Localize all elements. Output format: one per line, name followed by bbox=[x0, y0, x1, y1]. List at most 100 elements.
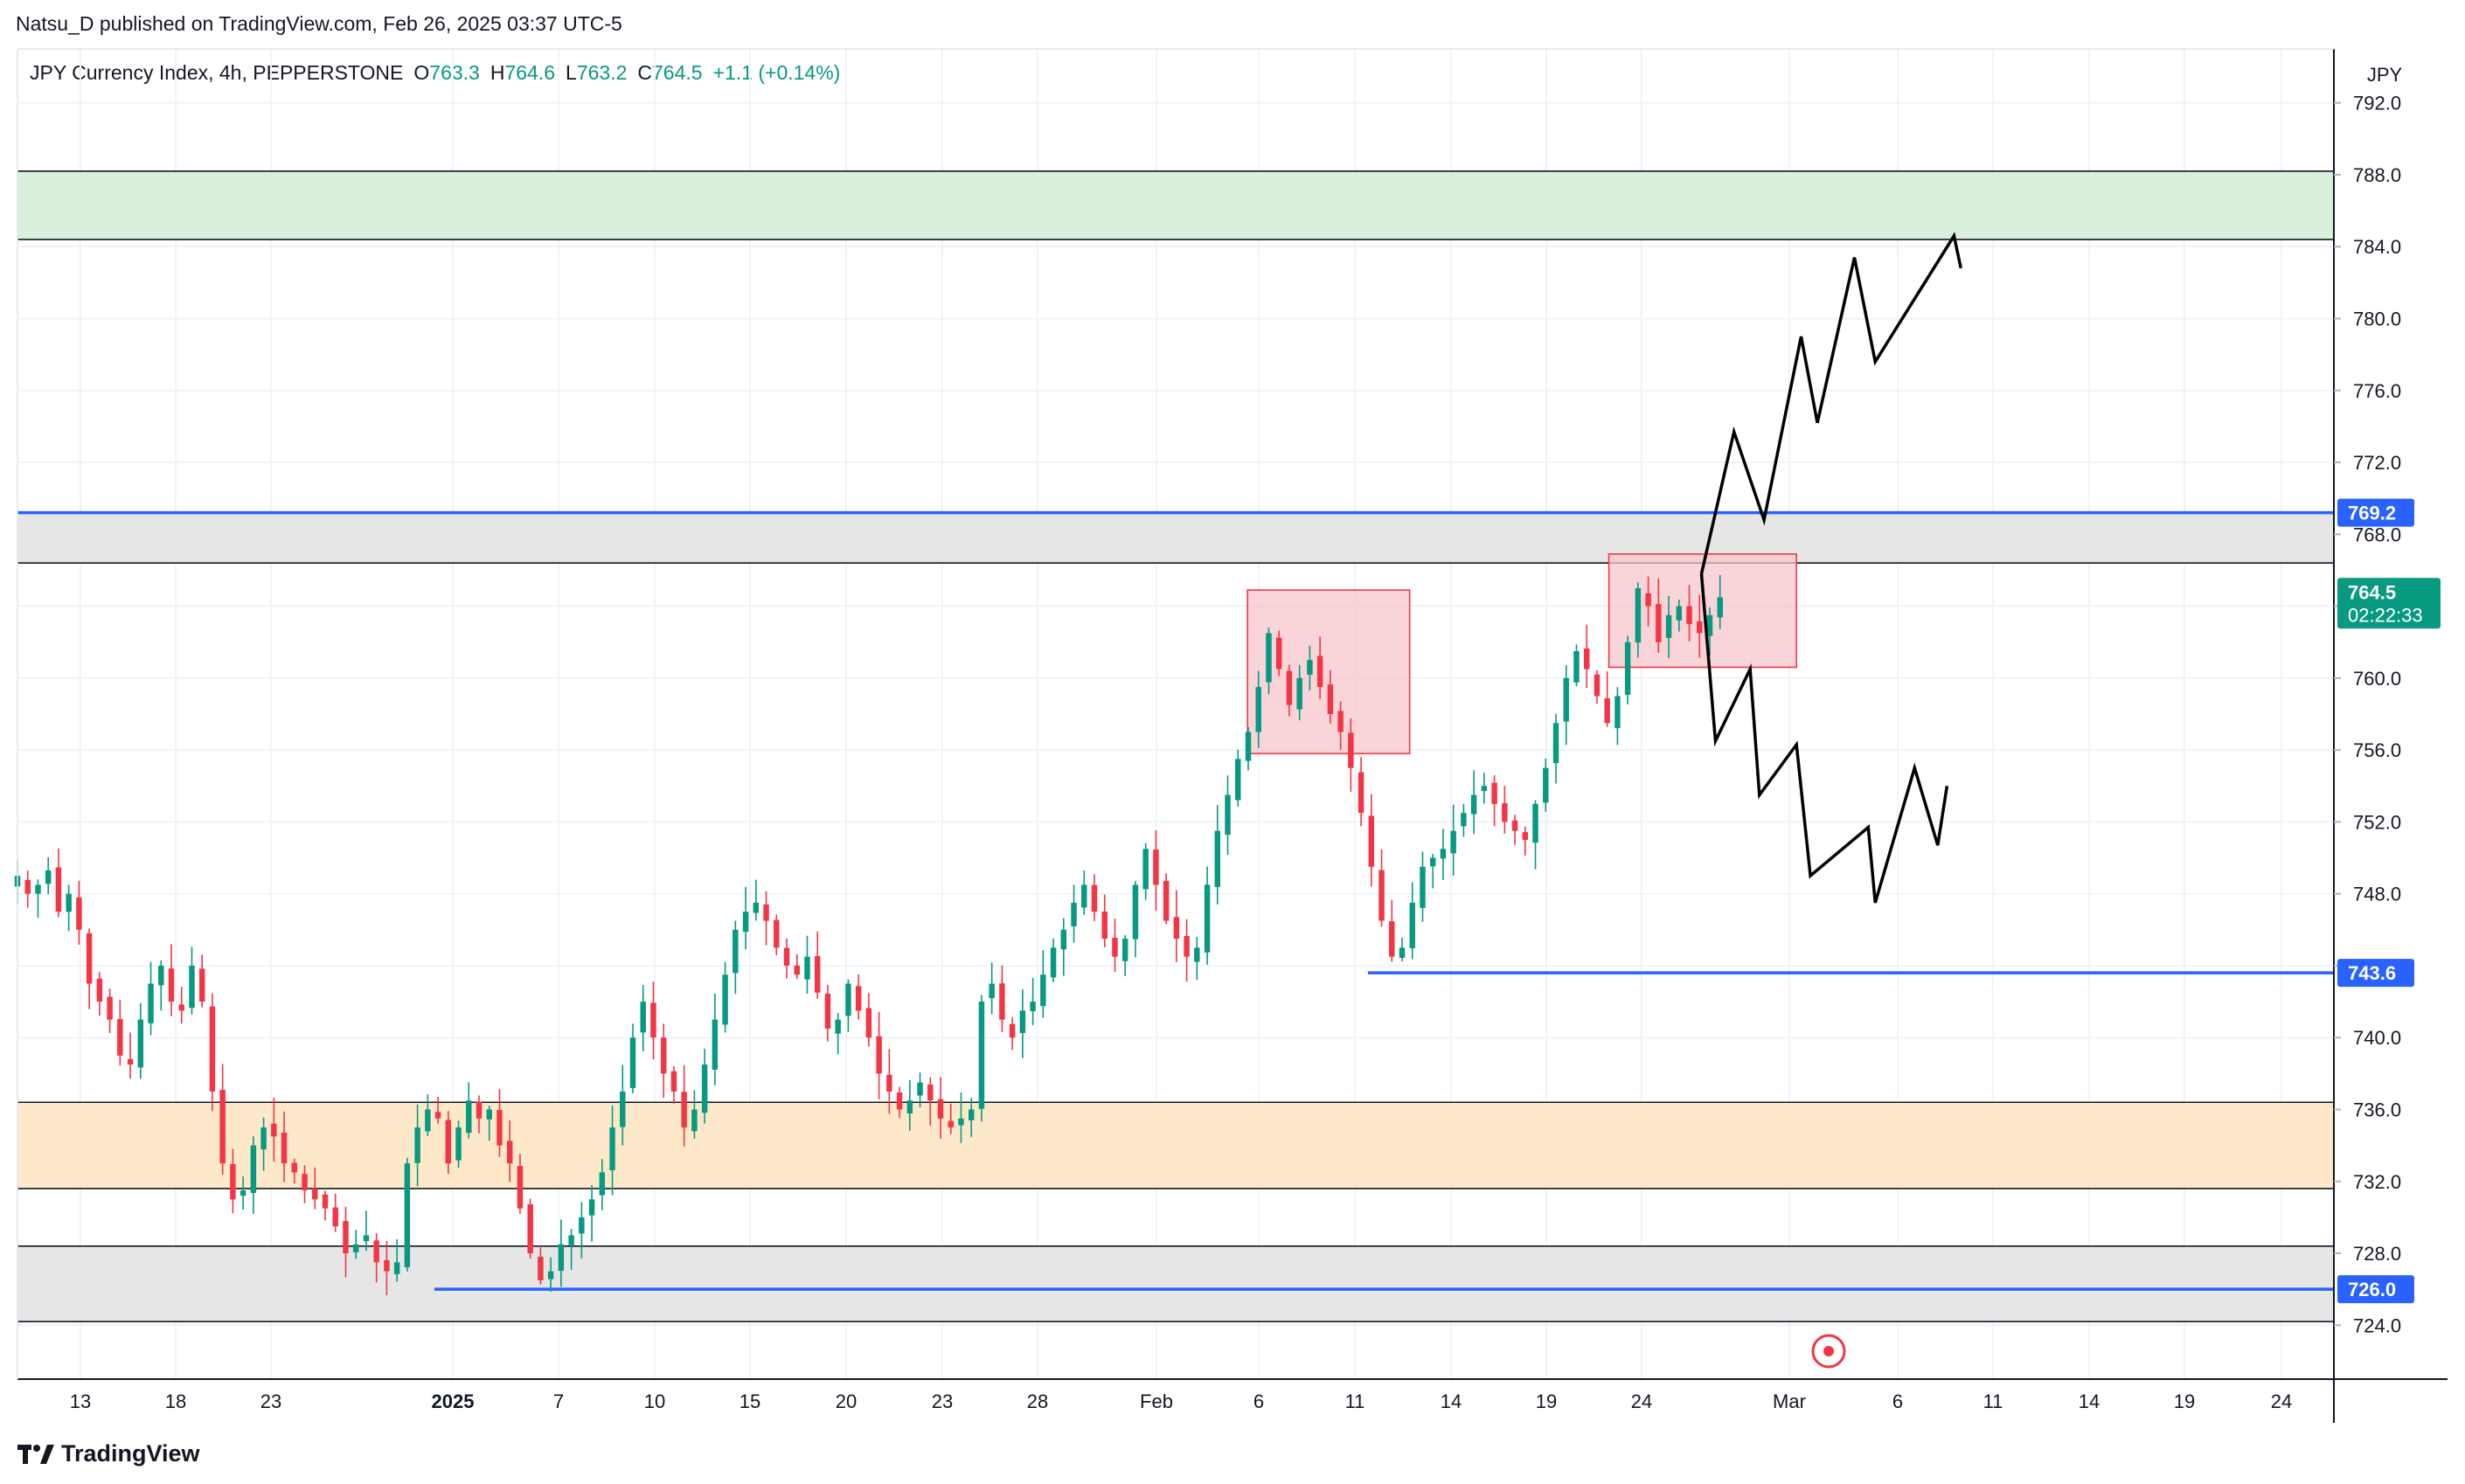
candle-body bbox=[1060, 929, 1067, 950]
candle-body bbox=[393, 1262, 400, 1274]
candle-body bbox=[753, 902, 760, 913]
candle-body bbox=[835, 1019, 841, 1034]
candle-body bbox=[1132, 884, 1139, 940]
candle-body bbox=[1009, 1023, 1016, 1038]
candle-body bbox=[1101, 911, 1108, 940]
candle-body bbox=[774, 919, 780, 948]
candle-body bbox=[568, 1235, 574, 1245]
candle-body bbox=[896, 1092, 903, 1110]
candle-body bbox=[1214, 830, 1221, 887]
candle-body bbox=[876, 1036, 882, 1074]
price-tick-label: 760.0 bbox=[2353, 668, 2401, 690]
candle-body bbox=[332, 1207, 338, 1227]
support-mid-label-value: 743.6 bbox=[2348, 962, 2396, 984]
time-tick-label: 18 bbox=[165, 1390, 186, 1412]
candle-body bbox=[55, 867, 62, 912]
candle-body bbox=[1255, 687, 1261, 732]
candle-body bbox=[1071, 902, 1077, 926]
time-tick-label: 19 bbox=[2174, 1390, 2195, 1412]
time-tick-label: 19 bbox=[1536, 1390, 1557, 1412]
candle-body bbox=[794, 965, 800, 975]
event-marker-dot bbox=[1823, 1346, 1834, 1356]
candle-body bbox=[1665, 614, 1672, 639]
candle-body bbox=[496, 1110, 503, 1146]
candle-body bbox=[1357, 772, 1364, 814]
candle-body bbox=[445, 1120, 452, 1164]
candle-body bbox=[1091, 884, 1098, 912]
candle-body bbox=[1142, 849, 1149, 890]
projection-paths bbox=[1699, 232, 1963, 904]
highlight-box bbox=[1246, 589, 1411, 755]
time-tick-label: 7 bbox=[553, 1390, 564, 1412]
candle-body bbox=[989, 983, 995, 999]
price-tick-label: 776.0 bbox=[2353, 380, 2401, 402]
candle-body bbox=[198, 968, 205, 1002]
tradingview-logo[interactable]: TradingView bbox=[17, 1440, 200, 1467]
symbol-name[interactable]: JPY Currency Index, 4h, PEPPERSTONE bbox=[30, 61, 404, 84]
zone-band bbox=[17, 1245, 2334, 1322]
time-tick-label: 28 bbox=[1027, 1390, 1048, 1412]
candle-body bbox=[1429, 857, 1436, 867]
close-label: C bbox=[637, 61, 653, 84]
candle-body bbox=[168, 968, 175, 1002]
time-tick-label: 23 bbox=[932, 1390, 953, 1412]
support-mid-label-bg bbox=[2337, 959, 2414, 988]
candle-body bbox=[1316, 655, 1323, 688]
candle-body bbox=[1050, 947, 1057, 978]
candle-body bbox=[579, 1217, 585, 1234]
candle-body bbox=[76, 897, 82, 930]
candle-body bbox=[1624, 641, 1631, 696]
candle-body bbox=[1583, 648, 1590, 669]
candle-body bbox=[240, 1190, 246, 1196]
price-tick-label: 740.0 bbox=[2353, 1027, 2401, 1049]
candle-body bbox=[476, 1101, 483, 1119]
candle-body bbox=[24, 879, 31, 894]
candle-body bbox=[189, 965, 195, 1009]
candle-body bbox=[1717, 597, 1723, 618]
projection-path bbox=[1699, 232, 1963, 574]
candle-body bbox=[506, 1141, 513, 1164]
candle-body bbox=[1286, 670, 1293, 705]
time-axis[interactable]: 13 18 23 2025 7 10 15 20 23 28 Feb 6 11 14 19 24 Mar 6 11 1… bbox=[70, 1390, 2292, 1412]
candle-body bbox=[1204, 884, 1211, 953]
candle-body bbox=[1245, 732, 1252, 761]
price-axis[interactable]: 724.0728.0732.0736.0740.0744.0748.0752.0… bbox=[2334, 93, 2401, 1337]
event-marker[interactable] bbox=[1811, 1334, 1846, 1369]
candle-body bbox=[414, 1127, 420, 1163]
time-tick-label: 23 bbox=[260, 1390, 281, 1412]
close-value: 764.5 bbox=[652, 61, 703, 84]
time-tick-label: Feb bbox=[1140, 1390, 1173, 1412]
candle-body bbox=[1194, 947, 1200, 962]
candle-body bbox=[1275, 637, 1282, 669]
price-tick-label: 724.0 bbox=[2353, 1314, 2401, 1336]
time-tick-label: 6 bbox=[1253, 1390, 1264, 1412]
candle-body bbox=[1019, 1010, 1026, 1034]
candle-body bbox=[558, 1244, 565, 1272]
price-tick-label: 784.0 bbox=[2353, 236, 2401, 258]
projection-path bbox=[1699, 573, 1949, 904]
current-price-label-bg bbox=[2337, 578, 2441, 629]
price-tick-label: 792.0 bbox=[2353, 93, 2401, 114]
candle-body bbox=[281, 1132, 288, 1164]
candle-body bbox=[1573, 651, 1580, 683]
candlesticks bbox=[14, 574, 1723, 1295]
candle-body bbox=[1676, 606, 1683, 621]
time-tick-label: 14 bbox=[2079, 1390, 2100, 1412]
candle-body bbox=[1121, 939, 1128, 961]
candle-body bbox=[845, 983, 851, 1016]
candle-body bbox=[1604, 697, 1610, 724]
candle-body bbox=[1409, 902, 1415, 948]
candle-body bbox=[1348, 732, 1354, 768]
candle-body bbox=[906, 1100, 913, 1114]
price-tick-label: 756.0 bbox=[2353, 739, 2401, 761]
candle-body bbox=[434, 1112, 441, 1119]
currency-button[interactable]: JPY bbox=[2366, 64, 2403, 86]
candle-body bbox=[855, 986, 862, 1011]
time-tick-label: 11 bbox=[1983, 1390, 2003, 1412]
candle-body bbox=[209, 1006, 216, 1092]
price-tick-label: 732.0 bbox=[2353, 1171, 2401, 1193]
candle-body bbox=[517, 1166, 524, 1209]
candle-body bbox=[701, 1064, 708, 1113]
support-low-label-value: 726.0 bbox=[2348, 1279, 2396, 1300]
